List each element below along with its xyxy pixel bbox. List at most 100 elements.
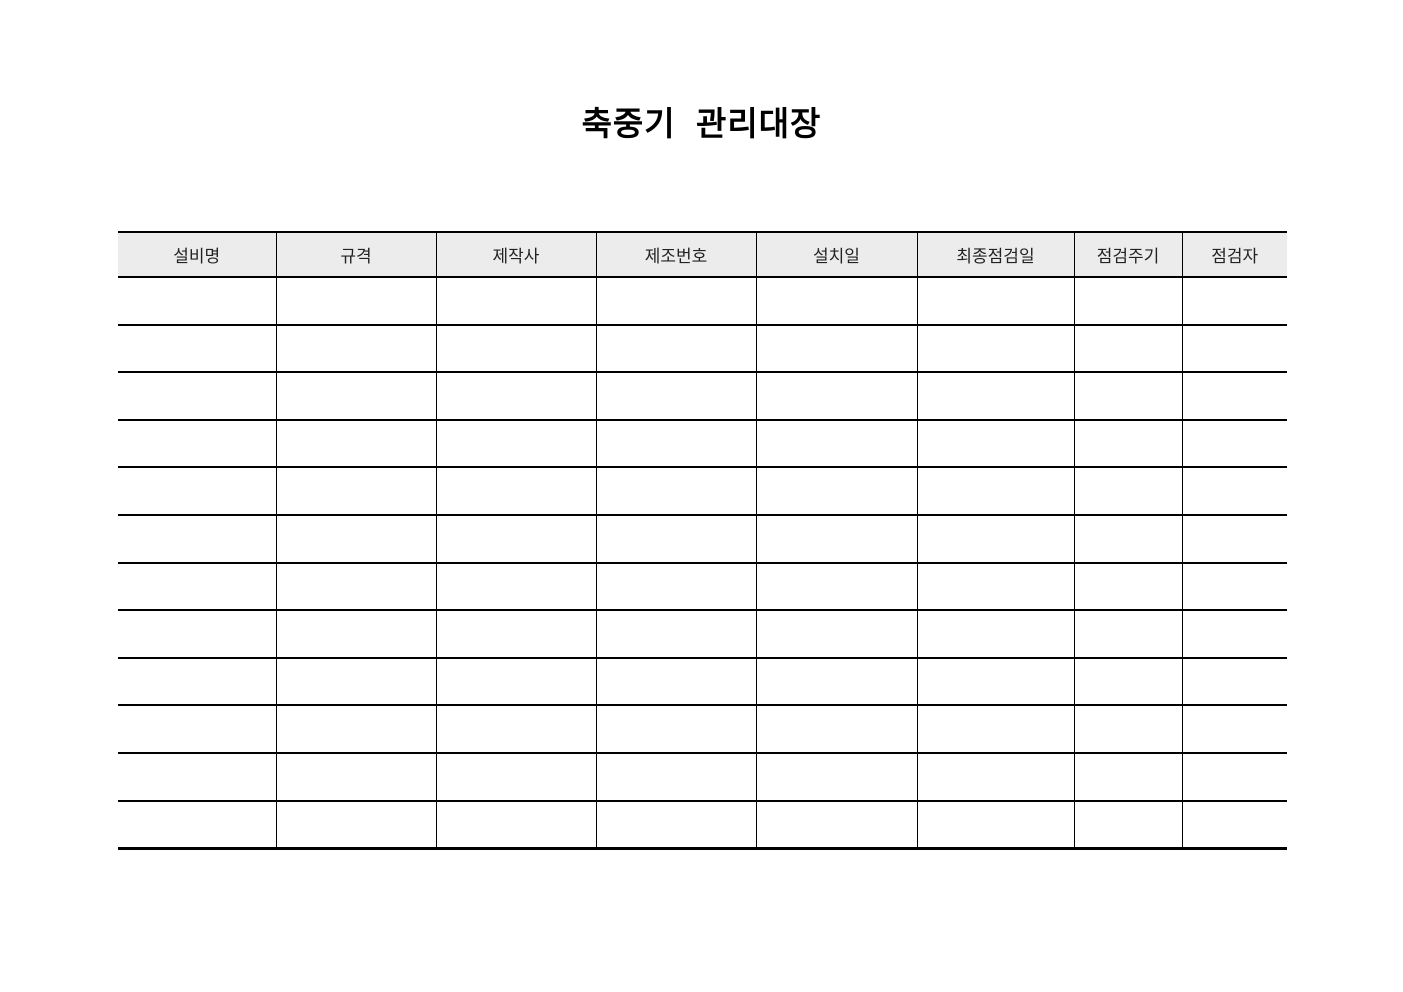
- table-cell-last-inspection-date: [917, 277, 1075, 326]
- table-cell-equipment-name: [118, 800, 277, 850]
- table-cell-manufacturer: [436, 514, 597, 564]
- table-cell-installation-date: [756, 610, 918, 659]
- table-cell-manufacturer: [436, 657, 597, 707]
- table-cell-inspection-cycle: [1074, 800, 1183, 850]
- table-cell-inspection-cycle: [1074, 419, 1183, 469]
- table-cell-specification: [276, 800, 437, 850]
- table-cell-equipment-name: [118, 372, 277, 421]
- table-cell-serial-number: [596, 277, 757, 326]
- table-cell-manufacturer: [436, 277, 597, 326]
- table-cell-inspection-cycle: [1074, 514, 1183, 564]
- table-row: [118, 610, 1287, 659]
- table-cell-last-inspection-date: [917, 800, 1075, 850]
- table-row: [118, 277, 1287, 326]
- table-row: [118, 800, 1287, 850]
- table-cell-serial-number: [596, 562, 757, 612]
- table-cell-specification: [276, 562, 437, 612]
- table-cell-inspector: [1182, 324, 1287, 374]
- table-cell-last-inspection-date: [917, 324, 1075, 374]
- table-row: [118, 657, 1287, 707]
- table-cell-inspector: [1182, 752, 1287, 802]
- table-cell-installation-date: [756, 324, 918, 374]
- table-cell-inspection-cycle: [1074, 752, 1183, 802]
- table-cell-inspection-cycle: [1074, 467, 1183, 516]
- table-cell-last-inspection-date: [917, 752, 1075, 802]
- table-cell-inspector: [1182, 610, 1287, 659]
- table-cell-inspection-cycle: [1074, 324, 1183, 374]
- column-header-inspector: 점검자: [1182, 231, 1287, 278]
- table-cell-last-inspection-date: [917, 419, 1075, 469]
- table-cell-inspector: [1182, 657, 1287, 707]
- table-cell-installation-date: [756, 514, 918, 564]
- table-cell-manufacturer: [436, 324, 597, 374]
- table-cell-specification: [276, 419, 437, 469]
- table-cell-specification: [276, 752, 437, 802]
- column-header-manufacturer: 제작사: [436, 231, 597, 278]
- table-row: [118, 324, 1287, 374]
- column-header-equipment-name: 설비명: [118, 231, 277, 278]
- table-cell-inspection-cycle: [1074, 277, 1183, 326]
- table-cell-installation-date: [756, 800, 918, 850]
- table-cell-inspector: [1182, 705, 1287, 754]
- table-cell-last-inspection-date: [917, 705, 1075, 754]
- table-cell-equipment-name: [118, 752, 277, 802]
- table-cell-inspection-cycle: [1074, 705, 1183, 754]
- table-cell-inspection-cycle: [1074, 610, 1183, 659]
- table-cell-manufacturer: [436, 562, 597, 612]
- table-cell-installation-date: [756, 752, 918, 802]
- table-cell-equipment-name: [118, 324, 277, 374]
- table-row: [118, 419, 1287, 469]
- table-cell-specification: [276, 610, 437, 659]
- page-title: 축중기 관리대장: [581, 105, 822, 142]
- table-cell-serial-number: [596, 514, 757, 564]
- equipment-ledger-table: 설비명 규격 제작사 제조번호 설치일 최종점검일 점검주기 점검자: [118, 231, 1287, 850]
- table-cell-last-inspection-date: [917, 467, 1075, 516]
- table-cell-manufacturer: [436, 419, 597, 469]
- table-cell-manufacturer: [436, 800, 597, 850]
- table-cell-specification: [276, 372, 437, 421]
- table-cell-equipment-name: [118, 419, 277, 469]
- table-cell-serial-number: [596, 800, 757, 850]
- table-cell-manufacturer: [436, 467, 597, 516]
- table-cell-equipment-name: [118, 277, 277, 326]
- column-header-specification: 규격: [276, 231, 437, 278]
- table-cell-inspector: [1182, 419, 1287, 469]
- table-cell-inspection-cycle: [1074, 372, 1183, 421]
- table-cell-inspector: [1182, 562, 1287, 612]
- table-cell-last-inspection-date: [917, 657, 1075, 707]
- table-row: [118, 372, 1287, 421]
- table-cell-specification: [276, 514, 437, 564]
- table-cell-inspector: [1182, 372, 1287, 421]
- table-cell-installation-date: [756, 562, 918, 612]
- table-row: [118, 705, 1287, 754]
- table-cell-inspection-cycle: [1074, 562, 1183, 612]
- table-cell-inspector: [1182, 277, 1287, 326]
- table-cell-serial-number: [596, 657, 757, 707]
- table-cell-inspector: [1182, 514, 1287, 564]
- table-cell-serial-number: [596, 372, 757, 421]
- table-header-row: 설비명 규격 제작사 제조번호 설치일 최종점검일 점검주기 점검자: [118, 231, 1287, 278]
- table-cell-installation-date: [756, 372, 918, 421]
- table-cell-serial-number: [596, 419, 757, 469]
- table-cell-last-inspection-date: [917, 372, 1075, 421]
- table-row: [118, 467, 1287, 516]
- table-row: [118, 562, 1287, 612]
- table-cell-installation-date: [756, 419, 918, 469]
- table-cell-serial-number: [596, 752, 757, 802]
- table-cell-installation-date: [756, 705, 918, 754]
- table-cell-inspection-cycle: [1074, 657, 1183, 707]
- table-cell-manufacturer: [436, 610, 597, 659]
- table-cell-serial-number: [596, 610, 757, 659]
- table-cell-equipment-name: [118, 467, 277, 516]
- table-cell-installation-date: [756, 657, 918, 707]
- table-cell-equipment-name: [118, 562, 277, 612]
- column-header-inspection-cycle: 점검주기: [1074, 231, 1183, 278]
- table-cell-inspector: [1182, 467, 1287, 516]
- table-cell-last-inspection-date: [917, 514, 1075, 564]
- table-cell-specification: [276, 277, 437, 326]
- table-cell-specification: [276, 324, 437, 374]
- table-cell-serial-number: [596, 467, 757, 516]
- table-cell-serial-number: [596, 705, 757, 754]
- table-cell-inspector: [1182, 800, 1287, 850]
- column-header-installation-date: 설치일: [756, 231, 918, 278]
